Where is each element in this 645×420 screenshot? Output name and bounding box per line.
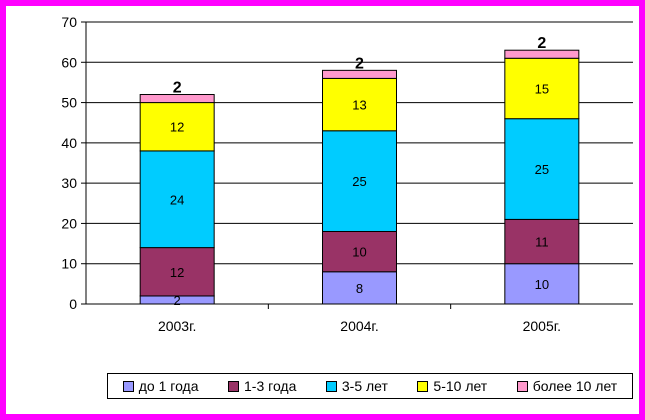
bar-segment bbox=[139, 247, 215, 297]
bar-segment bbox=[322, 271, 397, 305]
chart-frame: 0 10 20 30 40 50 60 70 2 12 24 12 2 2003г. 8 10 25 13 2 200… bbox=[6, 6, 639, 414]
legend-label: 1-3 года bbox=[244, 378, 297, 394]
bar-segment bbox=[322, 230, 397, 273]
data-label: 24 bbox=[170, 192, 184, 207]
bar-segment bbox=[322, 77, 397, 132]
legend-label: 3-5 лет bbox=[341, 378, 388, 394]
data-label: 25 bbox=[352, 174, 366, 189]
data-label: 2 bbox=[173, 80, 182, 97]
legend-swatch bbox=[228, 380, 240, 392]
y-tick-label: 0 bbox=[69, 296, 77, 312]
data-label: 13 bbox=[352, 98, 366, 113]
bar-segment bbox=[139, 150, 215, 249]
data-label: 2 bbox=[537, 35, 546, 52]
legend-swatch bbox=[325, 380, 337, 392]
y-tick-label: 40 bbox=[61, 135, 77, 151]
legend-swatch bbox=[122, 380, 134, 392]
legend-swatch bbox=[516, 380, 528, 392]
legend-item: более 10 лет bbox=[516, 378, 618, 394]
data-label: 10 bbox=[535, 277, 549, 292]
data-label: 15 bbox=[535, 81, 549, 96]
stacked-bar-chart: 0 10 20 30 40 50 60 70 2 12 24 12 2 2003г. 8 10 25 13 2 200… bbox=[61, 14, 633, 334]
chart-legend: до 1 года 1-3 года 3-5 лет 5-10 лет более 10… bbox=[107, 373, 633, 399]
legend-label: более 10 лет bbox=[532, 378, 618, 394]
y-tick-label: 60 bbox=[61, 54, 77, 70]
y-tick-label: 70 bbox=[61, 14, 77, 30]
bar-segment bbox=[504, 49, 580, 59]
legend-swatch bbox=[417, 380, 429, 392]
y-tick-label: 10 bbox=[61, 256, 77, 272]
legend-item: 5-10 лет bbox=[417, 378, 487, 394]
y-tick-label: 30 bbox=[61, 175, 77, 191]
data-label: 25 bbox=[535, 162, 549, 177]
legend-label: до 1 года bbox=[138, 378, 199, 394]
data-label: 8 bbox=[356, 281, 363, 296]
data-label: 2 bbox=[355, 55, 364, 72]
data-label: 12 bbox=[170, 265, 184, 280]
data-label: 2 bbox=[174, 293, 181, 308]
bar-segment bbox=[322, 69, 397, 79]
data-label: 12 bbox=[170, 120, 184, 135]
data-label: 10 bbox=[352, 245, 366, 260]
bar-segment bbox=[504, 118, 580, 220]
y-tick-label: 50 bbox=[61, 95, 77, 111]
y-tick-label: 20 bbox=[61, 215, 77, 231]
x-tick-label: 2003г. bbox=[158, 318, 196, 334]
bar-segment bbox=[322, 130, 397, 232]
x-tick-label: 2004г. bbox=[340, 318, 378, 334]
legend-label: 5-10 лет bbox=[433, 378, 488, 394]
legend-item: 1-3 года bbox=[228, 378, 296, 394]
bar-segment bbox=[504, 57, 580, 120]
legend-item: до 1 года bbox=[122, 378, 199, 394]
bar-segment bbox=[504, 218, 580, 265]
x-tick-label: 2005г. bbox=[523, 318, 561, 334]
bar-segment bbox=[139, 94, 215, 104]
data-label: 11 bbox=[535, 235, 549, 250]
bar-segment bbox=[504, 263, 580, 305]
legend-item: 3-5 лет bbox=[325, 378, 388, 394]
